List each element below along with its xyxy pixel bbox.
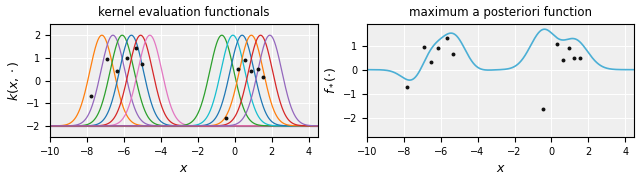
Title: kernel evaluation functionals: kernel evaluation functionals	[99, 6, 269, 19]
Y-axis label: $f_*(\cdot)$: $f_*(\cdot)$	[323, 67, 337, 94]
Point	[575, 56, 585, 59]
Point	[253, 68, 263, 71]
Point	[447, 52, 458, 55]
Point	[403, 85, 413, 88]
Point	[552, 43, 562, 46]
Point	[258, 76, 268, 79]
Point	[564, 47, 574, 49]
Point	[86, 95, 96, 98]
Y-axis label: $k(x, \cdot)$: $k(x, \cdot)$	[6, 60, 20, 101]
Point	[570, 56, 580, 59]
Point	[442, 36, 452, 39]
Point	[246, 70, 257, 72]
Point	[426, 61, 436, 64]
Point	[136, 62, 147, 65]
Point	[111, 70, 122, 72]
Point	[558, 58, 568, 61]
Point	[122, 56, 132, 59]
Point	[419, 45, 429, 48]
X-axis label: $x$: $x$	[496, 162, 506, 175]
X-axis label: $x$: $x$	[179, 162, 189, 175]
Point	[240, 59, 250, 62]
Point	[232, 68, 243, 71]
Point	[538, 108, 548, 111]
Title: maximum a posteriori function: maximum a posteriori function	[409, 6, 592, 19]
Point	[433, 47, 443, 49]
Point	[131, 47, 141, 50]
Point	[221, 116, 232, 119]
Point	[102, 58, 113, 60]
